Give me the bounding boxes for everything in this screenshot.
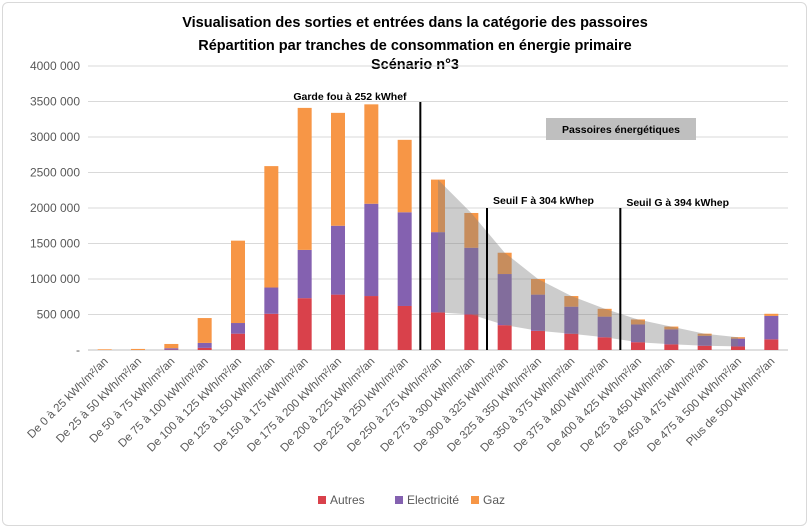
title-line-3: Scénario n°3	[371, 57, 459, 73]
bar-autres	[497, 325, 512, 350]
bar-electricité	[497, 274, 512, 326]
legend-label: Electricité	[407, 493, 459, 507]
bar-electricité	[731, 338, 745, 347]
y-tick-label: 500 000	[37, 308, 81, 322]
legend-swatch-autres	[318, 496, 326, 504]
y-tick-label: 4000 000	[30, 59, 80, 73]
bar-electricité	[664, 329, 679, 345]
threshold-label: Seuil F à 304 kWhep	[493, 195, 594, 207]
bar-gaz	[131, 348, 145, 350]
threshold-label: Seuil G à 394 kWhep	[626, 197, 729, 209]
y-axis: - 500 000 1000 000 1500 000 2000 000 2500 000…	[30, 59, 80, 357]
bar-autres	[264, 313, 279, 350]
bar-autres	[364, 296, 379, 350]
bar-electricité	[297, 249, 312, 299]
bar-gaz	[397, 139, 412, 213]
bar-gaz	[731, 337, 745, 339]
bar-electricité	[331, 225, 345, 295]
bar-autres	[431, 312, 445, 350]
bar-gaz	[631, 319, 645, 325]
bar-electricité	[564, 306, 579, 334]
bar-autres	[397, 305, 412, 350]
threshold-label: Garde fou à 252 kWhef	[293, 91, 407, 103]
bar-electricité	[231, 323, 245, 334]
bar-gaz	[764, 313, 779, 316]
y-tick-label: 3000 000	[30, 130, 80, 144]
bar-electricité	[764, 315, 779, 340]
bar-gaz	[697, 333, 712, 336]
y-tick-label: 2500 000	[30, 166, 80, 180]
title-line-2: Répartition par tranches de consommation…	[198, 38, 632, 54]
bar-gaz	[531, 279, 545, 295]
bar-autres	[664, 344, 679, 350]
bar-autres	[564, 333, 579, 350]
passoires-label-box: Passoires énergétiques	[546, 118, 696, 140]
y-tick-label: 1000 000	[30, 272, 80, 286]
bars	[97, 104, 779, 350]
bar-autres	[231, 333, 245, 350]
bar-gaz	[264, 166, 279, 288]
bar-gaz	[97, 349, 112, 350]
passoires-shaded-band	[438, 179, 738, 347]
legend-swatch-gaz	[471, 496, 479, 504]
legend-label: Autres	[330, 493, 365, 507]
bar-gaz	[164, 343, 179, 349]
bar-gaz	[497, 252, 512, 275]
bar-gaz	[331, 112, 345, 226]
bar-electricité	[164, 348, 179, 350]
threshold-lines: Garde fou à 252 kWhef Seuil F à 304 kWhep…	[293, 91, 729, 350]
bar-electricité	[597, 316, 612, 338]
bar-autres	[697, 345, 712, 350]
bar-autres	[531, 330, 545, 350]
bar-autres	[197, 347, 212, 350]
bar-autres	[631, 342, 645, 350]
y-tick-label: 3500 000	[30, 95, 80, 109]
bar-electricité	[631, 324, 645, 343]
bar-gaz	[464, 212, 479, 248]
passoires-label-bg	[546, 118, 696, 140]
bar-autres	[297, 298, 312, 350]
bar-autres	[464, 314, 479, 350]
bar-gaz	[197, 318, 212, 343]
legend-swatch-electricité	[395, 496, 403, 504]
bar-electricité	[431, 232, 445, 313]
bar-electricité	[264, 287, 279, 314]
bar-autres	[764, 339, 779, 350]
bar-gaz	[364, 104, 379, 204]
bar-electricité	[364, 203, 379, 297]
y-tick-label: -	[76, 343, 80, 357]
bar-autres	[331, 294, 345, 350]
passoires-label: Passoires énergétiques	[562, 124, 680, 136]
title-line-1: Visualisation des sorties et entrées dan…	[182, 15, 648, 31]
bar-electricité	[531, 294, 545, 331]
chart-title: Visualisation des sorties et entrées dan…	[182, 15, 648, 73]
bar-gaz	[231, 240, 245, 324]
bar-gaz	[297, 107, 312, 250]
bar-gaz	[564, 296, 579, 307]
bar-gaz	[431, 179, 445, 233]
bar-electricité	[697, 335, 712, 346]
bar-electricité	[397, 212, 412, 306]
bar-gaz	[664, 326, 679, 330]
y-tick-label: 1500 000	[30, 237, 80, 251]
bar-gaz	[597, 308, 612, 317]
bar-autres	[597, 337, 612, 350]
legend: Autres Electricité Gaz	[318, 493, 505, 507]
legend-label: Gaz	[483, 493, 505, 507]
shaded-band-area	[438, 179, 738, 347]
y-tick-label: 2000 000	[30, 201, 80, 215]
bar-electricité	[197, 342, 212, 348]
bar-autres	[731, 346, 745, 350]
bar-electricité	[464, 247, 479, 315]
